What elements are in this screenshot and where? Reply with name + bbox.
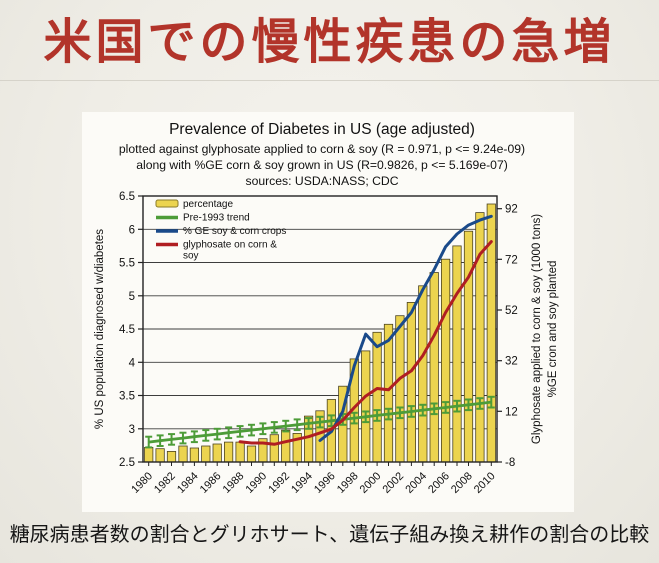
svg-text:Pre-1993 trend: Pre-1993 trend (183, 213, 250, 224)
svg-text:1986: 1986 (198, 470, 224, 496)
svg-text:5.5: 5.5 (119, 258, 135, 270)
page-title: 米国での慢性疾患の急増 (43, 16, 616, 69)
slide-caption: 糖尿病患者数の割合とグリホサート、遺伝子組み換え耕作の割合の比較 (9, 524, 650, 546)
y-axis-right-title: Glyphosate applied to corn & soy (1000 t… (531, 214, 559, 444)
svg-text:1998: 1998 (335, 470, 361, 496)
svg-text:2.5: 2.5 (119, 457, 135, 469)
chart-titles: Prevalence of Diabetes in US (age adjust… (119, 121, 525, 188)
legend: percentage Pre-1993 trend % GE soy & corn … (155, 199, 286, 262)
svg-text:1984: 1984 (175, 470, 201, 496)
x-axis: 1980198219841986198819901992199419961998… (129, 462, 498, 496)
svg-text:percentage: percentage (183, 199, 233, 210)
svg-text:-8: -8 (505, 457, 515, 469)
bars-percentage (144, 203, 496, 463)
svg-text:32: 32 (505, 356, 518, 368)
svg-text:4: 4 (129, 357, 136, 369)
svg-text:2010: 2010 (472, 470, 498, 496)
svg-text:1992: 1992 (266, 470, 292, 496)
svg-text:4.5: 4.5 (119, 324, 135, 336)
y-axis-right: 92 72 52 32 12 -8 (497, 204, 518, 469)
svg-text:52: 52 (505, 305, 518, 317)
svg-text:2008: 2008 (449, 470, 475, 496)
chart-image: 6.5 6 5.5 5 4.5 4 3.5 3 2.5 92 72 52 32 12 -8 1980 1982 1… (82, 112, 574, 512)
svg-text:%GE cron and soy planted: %GE cron and soy planted (547, 261, 559, 398)
svg-text:1988: 1988 (221, 470, 247, 496)
svg-text:Glyphosate applied to corn & s: Glyphosate applied to corn & soy (1000 t… (531, 214, 543, 444)
svg-text:92: 92 (505, 204, 518, 216)
svg-text:1996: 1996 (312, 470, 338, 496)
svg-text:2002: 2002 (380, 470, 406, 496)
svg-text:3: 3 (129, 424, 135, 436)
svg-text:glyphosate on corn &: glyphosate on corn & (183, 240, 277, 251)
gridlines (143, 228, 497, 430)
title-divider (0, 80, 659, 81)
line-ge-crops (318, 214, 493, 442)
svg-text:3.5: 3.5 (119, 391, 135, 403)
svg-text:plotted against glyphosate app: plotted against glyphosate applied to co… (119, 142, 525, 156)
svg-text:72: 72 (505, 254, 518, 266)
diabetes-glyphosate-chart: 6.565.554.543.532.59272523212-8198019821… (94, 121, 559, 496)
y-axis-left: 6.5 6 5.5 5 4.5 4 3.5 3 2.5 (119, 191, 143, 469)
svg-text:sources: USDA:NASS; CDC: sources: USDA:NASS; CDC (245, 174, 398, 188)
svg-text:along with %GE corn & soy grow: along with %GE corn & soy grown in US (R… (136, 158, 508, 172)
trend-line-pre1993 (145, 395, 495, 449)
svg-text:soy: soy (183, 251, 199, 262)
svg-text:12: 12 (505, 406, 518, 418)
svg-text:1994: 1994 (289, 470, 315, 496)
svg-text:% GE soy & corn crops: % GE soy & corn crops (183, 226, 286, 237)
svg-text:2004: 2004 (403, 470, 429, 496)
svg-text:6: 6 (129, 224, 135, 236)
svg-text:Prevalence of Diabetes in US (: Prevalence of Diabetes in US (age adjust… (169, 121, 475, 138)
svg-text:% US population diagnosed w/di: % US population diagnosed w/diabetes (94, 229, 106, 429)
svg-text:1982: 1982 (152, 470, 178, 496)
line-glyphosate (238, 240, 493, 446)
y-axis-left-title: % US population diagnosed w/diabetes (94, 229, 106, 429)
svg-text:1980: 1980 (129, 470, 155, 496)
svg-text:5: 5 (129, 291, 135, 303)
svg-text:1990: 1990 (243, 470, 269, 496)
svg-text:6.5: 6.5 (119, 191, 135, 203)
svg-text:2000: 2000 (358, 470, 384, 496)
svg-text:2006: 2006 (426, 470, 452, 496)
